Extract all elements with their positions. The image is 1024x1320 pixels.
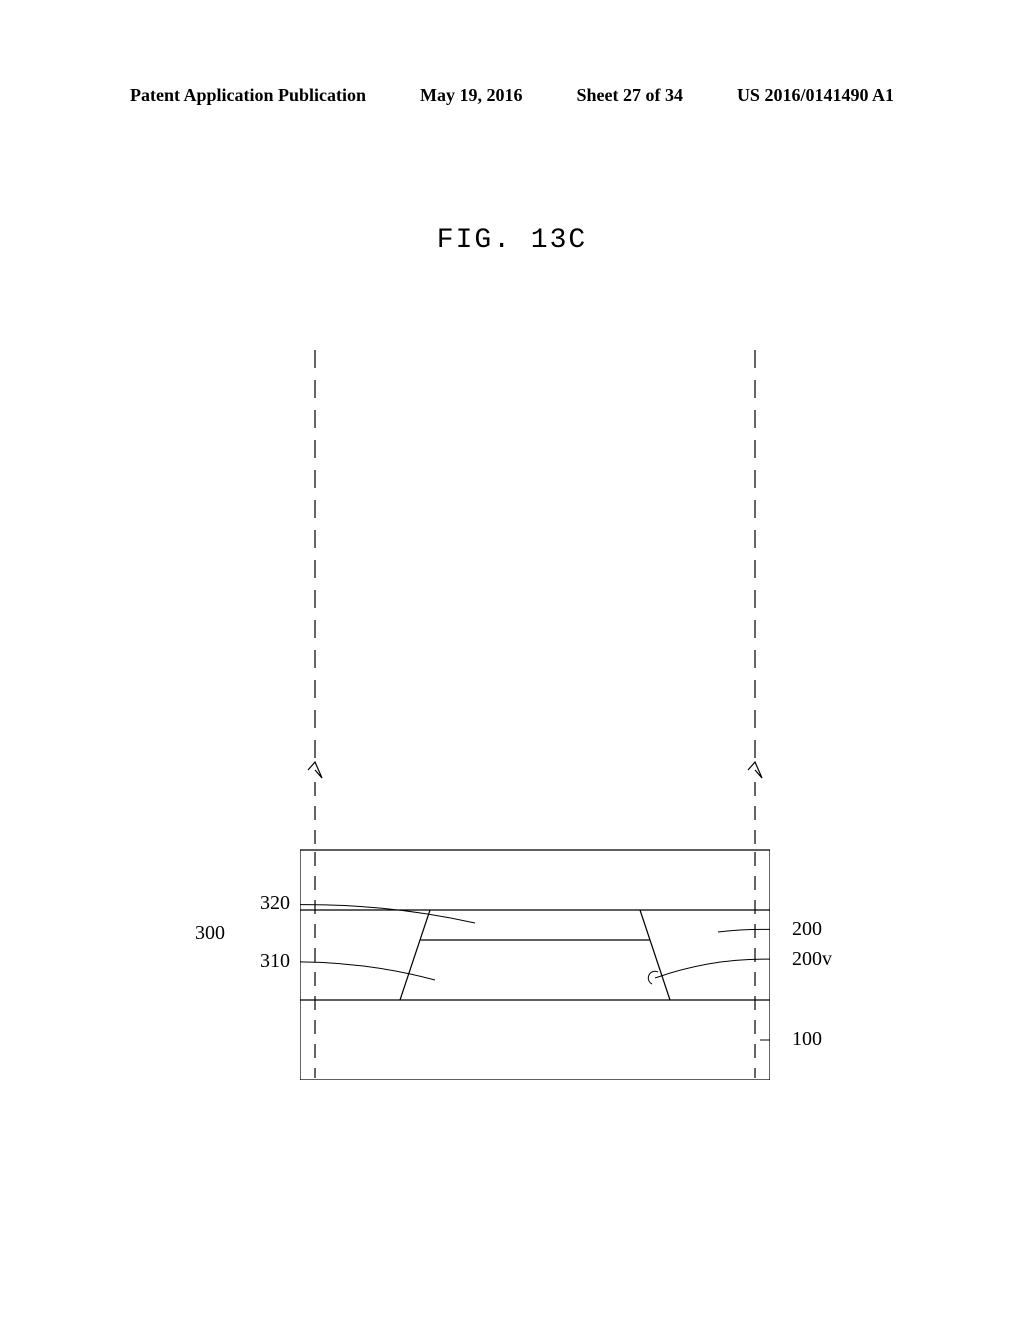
- label-200v: 200v: [792, 948, 832, 971]
- break-symbol-left: [308, 762, 322, 778]
- cross-section-diagram: 300 320 310 200 200v 100: [300, 340, 770, 1080]
- publication-number: US 2016/0141490 A1: [737, 85, 894, 106]
- label-320: 320: [260, 892, 290, 915]
- publication-type: Patent Application Publication: [130, 85, 366, 106]
- recess-right-wall: [640, 910, 670, 1000]
- label-300: 300: [195, 922, 225, 945]
- leader-200: [718, 929, 770, 932]
- label-100: 100: [792, 1028, 822, 1051]
- label-200: 200: [792, 918, 822, 941]
- figure-title: FIG. 13C: [437, 225, 587, 256]
- break-symbol-right: [748, 762, 762, 778]
- label-310: 310: [260, 950, 290, 973]
- recess-left-wall: [400, 910, 430, 1000]
- leader-310: [300, 962, 435, 980]
- sheet-number: Sheet 27 of 34: [576, 85, 683, 106]
- leader-320: [300, 905, 475, 923]
- publication-date: May 19, 2016: [420, 85, 523, 106]
- header: Patent Application Publication May 19, 2…: [0, 85, 1024, 106]
- leader-200v: [655, 959, 770, 978]
